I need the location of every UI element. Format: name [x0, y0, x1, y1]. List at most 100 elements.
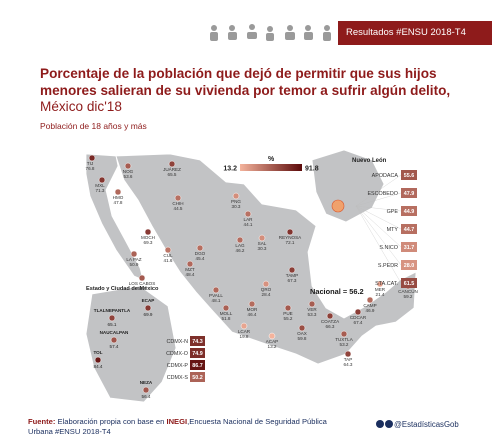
baja-california-shape [85, 153, 144, 281]
cdmx-value-tol: 84.4 [94, 364, 103, 369]
point-cdcar [354, 308, 362, 316]
cdmx-point-tol [94, 356, 102, 364]
point-value-tij: 76.8 [86, 166, 95, 171]
figure-icons-strip [210, 24, 331, 41]
point-moll [222, 304, 230, 312]
point-label-ver: VER [307, 307, 317, 312]
point-camp [366, 296, 374, 304]
point-lar [244, 210, 252, 218]
nl-inset-title: Nuevo León [352, 158, 387, 164]
cdmx-zone-value-cdmx-o: 74.9 [192, 351, 203, 357]
point-value-acap: 13.2 [268, 344, 277, 349]
source-pre: Elaboración propia con base en [55, 417, 167, 426]
cdmx-label-neza: NEZA [140, 380, 153, 385]
point-value-lcar: 19.8 [240, 334, 249, 339]
point-value-sal: 30.3 [258, 246, 267, 251]
cdmx-point-naucalpan [110, 336, 118, 344]
point-value-los-cabos: 54.7 [138, 286, 147, 291]
point-moch [144, 228, 152, 236]
cdmx-zone-label-cdmx-s: CDMX-S [167, 375, 189, 381]
nl-value-escobedo: 47.9 [404, 191, 415, 197]
nl-label-sta-cat: STA.CAT. [375, 281, 398, 287]
point-ver [308, 300, 316, 308]
point-value-tap: 64.3 [344, 362, 353, 367]
facebook-icon [376, 420, 384, 428]
point-value-mzt: 48.4 [186, 272, 195, 277]
point-label-la-paz: LA PAZ [126, 257, 141, 262]
national-label: Nacional = 56.2 [310, 287, 364, 296]
point-label-reynosa: REYNOSA [279, 235, 302, 240]
point-value-reynosa: 72.1 [286, 240, 295, 245]
mainland-shape [115, 153, 417, 365]
point-value-qro: 28.4 [262, 292, 271, 297]
inset-borders [331, 199, 345, 213]
legend-unit-label: % [268, 156, 275, 163]
point-qro [262, 280, 270, 288]
point-label-moch: MOCH [141, 235, 155, 240]
point-value-lar: 44.1 [244, 222, 253, 227]
point-label-canc-n: CANCÚN [398, 288, 418, 294]
cdmx-inset: Estado y Ciudad de México ECAP 69.9 TLALNEP… [86, 286, 205, 399]
point-label-hmo: HMO [113, 195, 124, 200]
cdmx-point-neza [142, 386, 150, 394]
point-los-cabos [138, 274, 146, 282]
point-value-cul: 41.6 [164, 258, 173, 263]
point-value-camp: 46.9 [366, 308, 375, 313]
point-value-oax: 59.8 [298, 336, 307, 341]
legend-gradient-bar [240, 164, 302, 171]
point-value-ju-rez: 65.5 [168, 172, 177, 177]
cdmx-zone-label-cdmx-n: CDMX-N [166, 339, 188, 345]
nl-value-gpe: 44.9 [404, 209, 415, 215]
cdmx-label-ecap: ECAP [142, 298, 155, 303]
point-value-chih: 44.5 [174, 206, 183, 211]
source-label: Fuente: [28, 417, 56, 426]
point-acap [268, 332, 276, 340]
point-value-nog: 53.6 [124, 174, 133, 179]
point-value-pvall: 48.1 [212, 298, 221, 303]
point-tuxtla [340, 330, 348, 338]
cdmx-label-tol: TOL [93, 350, 102, 355]
cdmx-label-tlalnepantla: TLALNEPANTLA [94, 308, 131, 313]
point-value-moch: 69.3 [144, 240, 153, 245]
cdmx-value-tlalnepantla: 65.1 [108, 322, 117, 327]
point-label-png: PNG [231, 199, 241, 204]
social-handle[interactable]: @EstadísticasGob [376, 420, 459, 429]
source-note: Fuente: Elaboración propia con base en I… [28, 417, 328, 436]
point-ju-rez [168, 160, 176, 168]
point-value-pue: 55.2 [284, 316, 293, 321]
cdmx-zone-value-cdmx-n: 74.3 [192, 339, 203, 345]
cdmx-point-ecap [144, 304, 152, 312]
point-oax [298, 324, 306, 332]
point-label-mzt: MZT [185, 267, 195, 272]
cdmx-inset-title: Estado y Ciudad de México [86, 286, 159, 292]
nl-swatch-s-nico [401, 242, 417, 252]
point-label-cul: CUL [163, 253, 173, 258]
nl-inset-shape [311, 149, 385, 223]
point-label-mxl: MXL [95, 183, 105, 188]
nl-label-gpe: GPE [387, 209, 399, 215]
point-lag [236, 236, 244, 244]
point-label-ju-rez: JUÁREZ [163, 166, 181, 172]
cdmx-zone-swatch-cdmx-o [190, 348, 205, 358]
cdmx-label-naucalpan: NAUCALPAN [100, 330, 129, 335]
nl-value-s-nico: 31.7 [404, 245, 415, 251]
chart-title-main: Porcentaje de la población que dejó de p… [40, 66, 451, 98]
results-badge: Resultados #ENSU 2018-T4 [338, 21, 492, 45]
point-hmo [114, 188, 122, 196]
chart-title-date: México dic'18 [40, 99, 122, 114]
point-value-ver: 53.3 [308, 312, 317, 317]
point-label-lag: LAG [235, 243, 245, 248]
point-value-dgo: 45.4 [196, 256, 205, 261]
point-reynosa [286, 228, 294, 236]
nl-label-escobedo: ESCOBEDO [367, 191, 398, 197]
source-inegi: INEGI [166, 417, 188, 426]
point-tap [344, 350, 352, 358]
point-la-paz [130, 250, 138, 258]
point-label-moll: MOLL [220, 311, 233, 316]
cdmx-zone-swatch-cdmx-n [190, 336, 205, 346]
legend-max-label: 91.8 [305, 166, 319, 173]
point-label-camp: CAMP [363, 303, 376, 308]
point-mxl [98, 176, 106, 184]
point-value-tamp: 67.3 [288, 278, 297, 283]
